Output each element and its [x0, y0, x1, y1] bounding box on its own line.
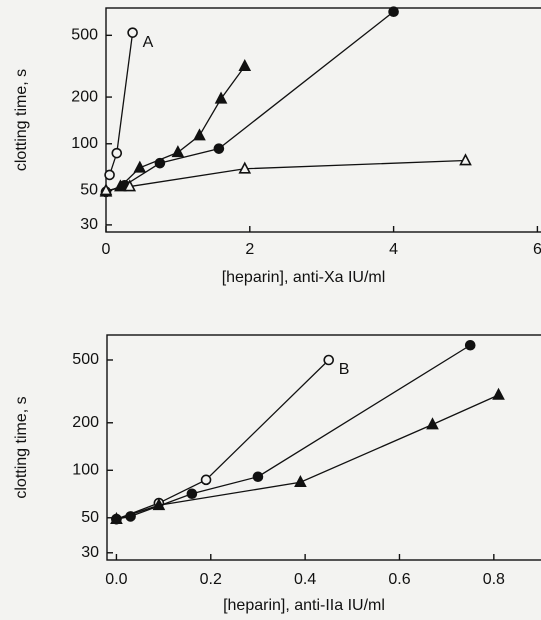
- series-line: [116, 344, 471, 520]
- x-tick-label: 2: [245, 241, 254, 258]
- data-point: [426, 417, 439, 430]
- y-tick-label: 30: [80, 216, 98, 233]
- x-tick-label: 0.0: [105, 571, 127, 588]
- data-point: [464, 339, 476, 351]
- series-line: [105, 159, 466, 192]
- data-point: [492, 387, 505, 400]
- data-point: [294, 475, 307, 488]
- x-tick-label: 0.2: [200, 571, 222, 588]
- y-axis-label: clotting time, s: [13, 396, 30, 498]
- x-axis-label: [heparin], anti-Xa IU/ml: [222, 269, 386, 286]
- x-tick-label: 0.8: [483, 571, 505, 588]
- x-tick-label: 0: [102, 241, 111, 258]
- x-tick-label: 0.6: [388, 571, 410, 588]
- y-tick-label: 500: [72, 351, 99, 368]
- data-point: [213, 143, 225, 154]
- y-tick-label: 50: [80, 182, 98, 199]
- y-axis-label: clotting time, s: [13, 69, 30, 171]
- y-tick-label: 200: [71, 88, 98, 105]
- y-tick-label: 500: [71, 27, 98, 44]
- data-point: [459, 153, 472, 166]
- panel-label: B: [339, 361, 350, 378]
- data-point: [171, 145, 185, 158]
- plot-frame: [105, 7, 541, 233]
- data-point: [133, 160, 147, 173]
- y-tick-label: 30: [81, 544, 99, 561]
- series-line: [116, 359, 330, 520]
- data-point: [214, 91, 228, 104]
- data-point: [238, 59, 252, 72]
- series-line: [105, 65, 246, 193]
- panel-label: A: [143, 34, 154, 51]
- x-tick-label: 4: [389, 241, 398, 258]
- data-point: [154, 157, 166, 169]
- data-point: [127, 27, 138, 38]
- y-tick-label: 50: [81, 509, 99, 526]
- data-point: [99, 183, 113, 196]
- plot-frame: [106, 334, 541, 561]
- data-point: [238, 161, 252, 174]
- data-point: [323, 354, 335, 366]
- data-point: [152, 498, 166, 511]
- data-point: [111, 147, 123, 159]
- x-axis-label: [heparin], anti-IIa IU/ml: [223, 597, 385, 614]
- data-point: [193, 128, 206, 141]
- data-point: [186, 488, 198, 500]
- x-tick-label: 0.4: [294, 571, 316, 588]
- data-point: [200, 474, 212, 486]
- data-point: [388, 6, 399, 17]
- data-point: [252, 471, 264, 483]
- y-tick-label: 200: [72, 414, 99, 431]
- y-tick-label: 100: [71, 135, 98, 152]
- data-point: [104, 169, 115, 181]
- y-tick-label: 100: [72, 461, 99, 478]
- data-point: [123, 179, 137, 192]
- x-tick-label: 6: [533, 241, 541, 258]
- data-point: [110, 511, 123, 524]
